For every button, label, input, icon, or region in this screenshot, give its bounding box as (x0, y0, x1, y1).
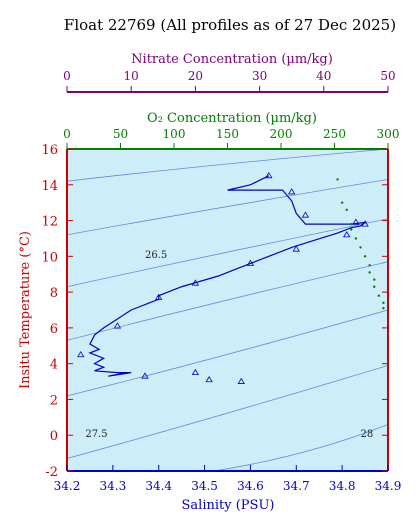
density-contour-line (213, 424, 389, 472)
x-tick-label: 34.3 (99, 479, 126, 493)
y-tick-label: 0 (50, 429, 58, 444)
density-contour-line (66, 261, 389, 341)
chart-title: Float 22769 (All profiles as of 27 Dec 2… (64, 16, 396, 34)
top-tick-label: 40 (316, 69, 331, 83)
ts-point-marker (113, 322, 122, 329)
ts-point-marker (155, 293, 163, 300)
oxygen-point (363, 255, 367, 258)
x-tick-label: 34.2 (54, 479, 81, 493)
oxygen-point (382, 301, 385, 305)
x-axis-label: Salinity (PSU) (182, 498, 275, 513)
oxygen-point (377, 294, 381, 297)
top-tick-label: 50 (380, 69, 395, 83)
y-axis-label: Insitu Temperature (°C) (18, 231, 33, 389)
ts-point-marker (237, 377, 245, 384)
ts-point-marker (191, 279, 200, 286)
ts-point-marker (361, 220, 369, 227)
x-tick-label: 34.5 (191, 479, 218, 493)
ts-point-marker (352, 218, 360, 225)
y-tick-label: 2 (50, 393, 58, 408)
ts-point-marker (301, 211, 310, 218)
oxygen-point (382, 307, 385, 310)
top-tick-label: 250 (323, 127, 346, 141)
ts-point-marker (287, 188, 296, 195)
density-contour-line (66, 179, 389, 236)
y-tick-label: 12 (41, 215, 58, 230)
ts-point-marker (141, 372, 149, 379)
oxygen-point (350, 228, 353, 231)
contour-label: 27.5 (85, 429, 107, 440)
top-tick-label: 100 (163, 127, 186, 141)
plot-area (67, 149, 388, 471)
y-tick-label: -2 (45, 465, 58, 480)
density-contour-line (66, 218, 389, 288)
x-tick-label: 34.6 (237, 479, 264, 493)
contour-label: 28 (360, 429, 373, 440)
oxygen-point (373, 285, 376, 288)
oxygen-point (345, 208, 348, 212)
ts-point-marker (246, 259, 255, 266)
ts-point-marker (191, 368, 200, 376)
oxygen-point (373, 278, 376, 281)
oxygen-point (340, 201, 344, 204)
nitrate-axis: Nitrate Concentration (µm/kg) 0 10 20 30 40 5… (63, 52, 396, 93)
top-tick-label: 50 (113, 127, 128, 141)
top-tick-label: 0 (63, 127, 71, 141)
x-tick-label: 34.8 (329, 479, 356, 493)
ts-point-marker (77, 350, 85, 358)
top-tick-label: 20 (188, 69, 203, 83)
oxygen-point (350, 222, 353, 226)
density-contour-line (66, 309, 389, 397)
density-contours: 26.5 27.5 28 (66, 148, 389, 472)
y-tick-label: 16 (41, 143, 58, 158)
x-tick-label: 34.4 (145, 479, 172, 493)
y-axis-ticks: -2 0 2 4 6 8 10 12 14 16 (41, 143, 388, 480)
y-tick-label: 6 (50, 322, 58, 337)
ts-point-marker (205, 375, 213, 383)
top-tick-label: 10 (124, 69, 139, 83)
oxygen-axis: O₂ Concentration (µm/kg) 0 50 100 150 200 250… (63, 111, 399, 149)
x-tick-label: 34.7 (283, 479, 310, 493)
oxygen-point (354, 237, 358, 240)
ts-point-marker (265, 172, 273, 179)
nitrate-axis-label: Nitrate Concentration (µm/kg) (131, 52, 333, 67)
y-tick-label: 4 (50, 358, 58, 373)
top-tick-label: 30 (252, 69, 267, 83)
top-tick-label: 150 (216, 127, 239, 141)
series-layer (77, 172, 385, 384)
top-tick-label: 300 (377, 127, 400, 141)
oxygen-point (368, 264, 371, 267)
ts-point-marker (292, 245, 300, 252)
top-tick-label: 0 (63, 69, 71, 83)
oxygen-point (368, 271, 371, 274)
density-contour-line (66, 148, 389, 182)
x-axis-ticks: 34.2 34.3 34.4 34.5 34.6 34.7 34.8 34.9 (54, 465, 402, 493)
ts-point-marker (343, 231, 351, 238)
contour-label: 26.5 (145, 250, 167, 261)
oxygen-point (359, 246, 362, 249)
top-tick-label: 200 (270, 127, 293, 141)
x-tick-label: 34.9 (375, 479, 402, 493)
oxygen-axis-label: O₂ Concentration (µm/kg) (147, 111, 317, 126)
y-tick-label: 10 (41, 250, 58, 265)
y-tick-label: 8 (50, 286, 58, 301)
oxygen-point (336, 178, 339, 181)
ts-profile-line (88, 175, 368, 377)
y-tick-label: 14 (41, 179, 58, 194)
density-contour-line (66, 365, 389, 459)
